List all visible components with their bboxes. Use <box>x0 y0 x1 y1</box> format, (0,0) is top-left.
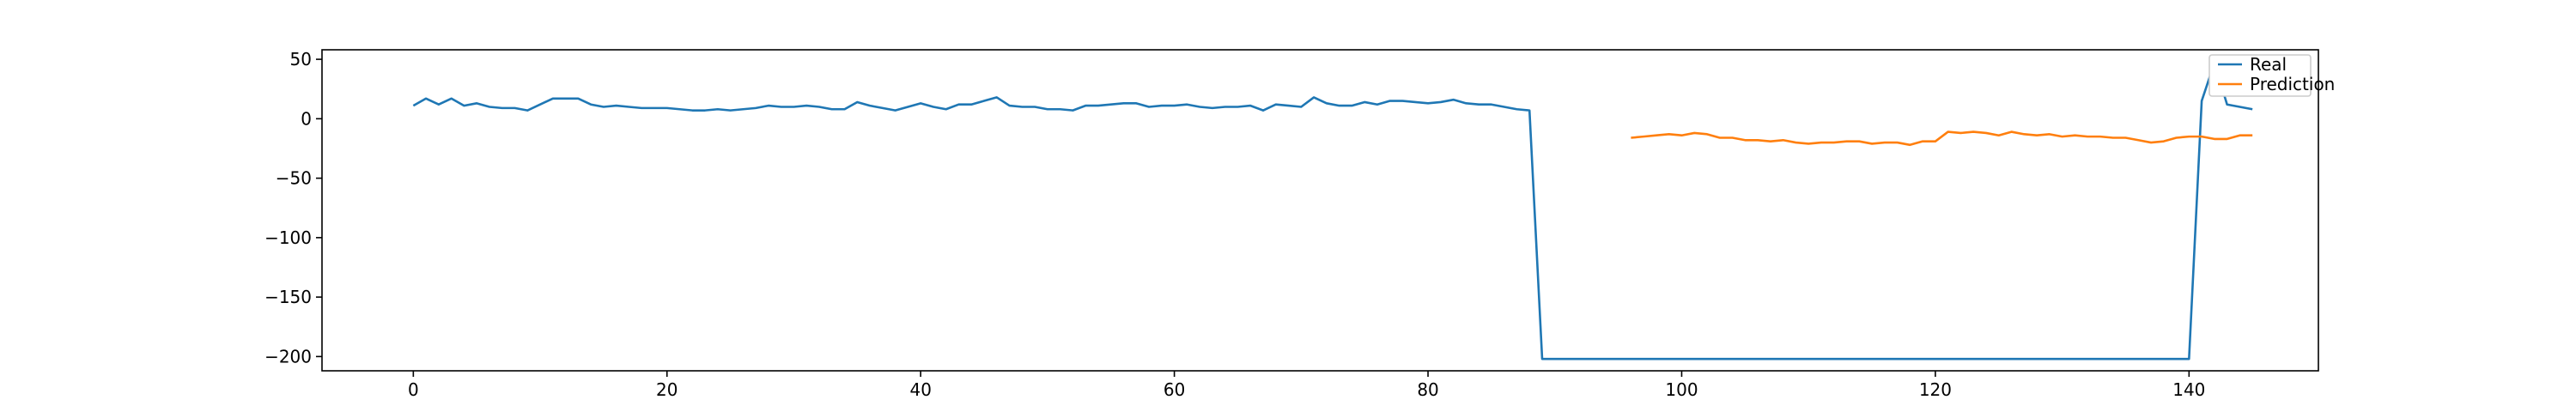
x-tick-label: 100 <box>1665 379 1698 400</box>
legend-label-real: Real <box>2250 54 2287 75</box>
legend-label-prediction: Prediction <box>2250 74 2335 94</box>
axes-frame <box>321 49 2319 372</box>
y-tick-label: −150 <box>264 287 312 307</box>
y-tick-label: −200 <box>264 346 312 367</box>
y-tick-label: 0 <box>301 108 312 129</box>
y-axis: 50 0 −50 −100 −150 −200 <box>264 49 322 367</box>
y-tick-label: 50 <box>290 49 312 70</box>
x-tick-label: 0 <box>408 379 419 400</box>
series-layer <box>412 61 2253 360</box>
plot-area <box>321 49 2319 372</box>
series-line-prediction <box>1631 130 2253 147</box>
x-tick-label: 40 <box>909 379 931 400</box>
x-tick-label: 120 <box>1919 379 1952 400</box>
y-tick-label: −50 <box>276 168 312 189</box>
x-tick-label: 140 <box>2172 379 2205 400</box>
x-tick-label: 20 <box>656 379 677 400</box>
x-axis: 0 20 40 60 80 100 120 140 <box>408 371 2205 400</box>
x-tick-label: 60 <box>1163 379 1185 400</box>
legend: Real Prediction <box>2208 54 2335 97</box>
series-line-real <box>412 61 2253 360</box>
x-tick-label: 80 <box>1417 379 1438 400</box>
y-tick-label: −100 <box>264 227 312 248</box>
